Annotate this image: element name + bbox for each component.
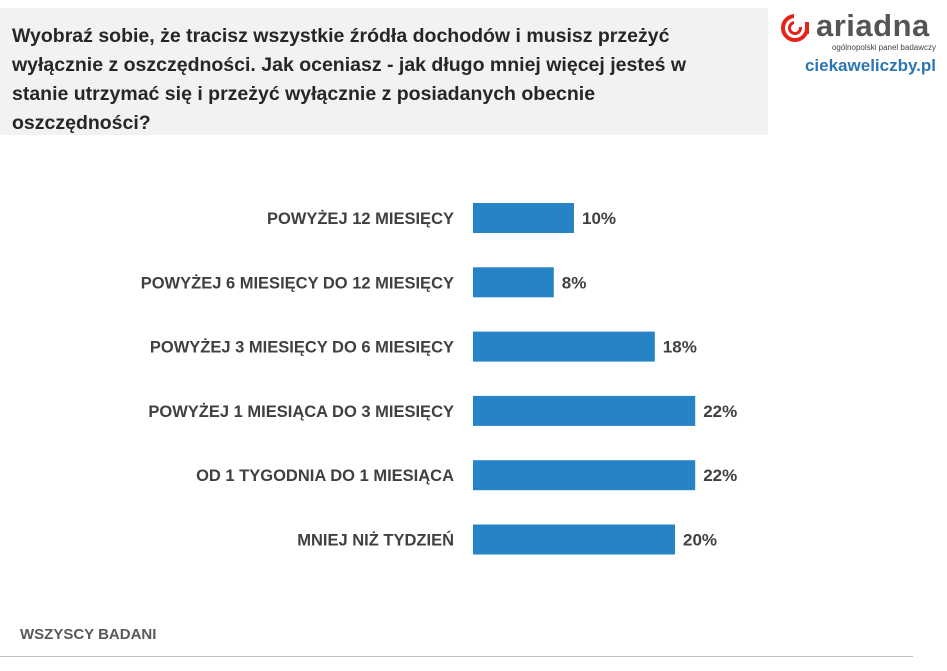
category-label: POWYŻEJ 12 MIESIĘCY <box>267 210 454 228</box>
data-label: 10% <box>582 209 616 228</box>
bar-chart: POWYŻEJ 12 MIESIĘCY 10% POWYŻEJ 6 MIESIĘCY… <box>141 203 737 555</box>
bar <box>473 203 574 233</box>
data-label: 22% <box>703 402 737 421</box>
bar <box>473 524 675 555</box>
data-label: 20% <box>683 531 717 550</box>
brand-tagline: ogólnopolski panel badawczy <box>831 43 936 52</box>
bar <box>473 331 655 362</box>
ariadna-logo-icon <box>781 13 810 42</box>
footer-divider <box>0 656 913 657</box>
data-label: 8% <box>562 273 587 292</box>
question-text: Wyobraź sobie, że tracisz wszystkie źród… <box>12 22 752 138</box>
category-label: POWYŻEJ 6 MIESIĘCY DO 12 MIESIĘCY <box>141 274 454 292</box>
data-label: 18% <box>663 338 697 357</box>
bar <box>473 460 696 491</box>
data-label: 22% <box>703 466 737 485</box>
question-line: Wyobraź sobie, że tracisz wszystkie źród… <box>12 25 670 47</box>
category-label: POWYŻEJ 3 MIESIĘCY DO 6 MIESIĘCY <box>150 339 454 357</box>
question-line: oszczędności? <box>12 112 151 134</box>
question-box: Wyobraź sobie, że tracisz wszystkie źród… <box>0 8 768 135</box>
category-label: POWYŻEJ 1 MIESIĄCA DO 3 MIESIĘCY <box>148 403 454 421</box>
brand-logo: ariadna <box>780 8 940 44</box>
question-line: wyłącznie z oszczędności. Jak oceniasz -… <box>12 54 687 76</box>
site-link[interactable]: ciekaweliczby.pl <box>804 56 936 75</box>
category-label: MNIEJ NIŻ TYDZIEŃ <box>297 531 454 550</box>
brand-name: ariadna <box>816 8 930 43</box>
question-line: stanie utrzymać się i przeżyć wyłącznie … <box>12 83 596 105</box>
footer-label: WSZYSCY BADANI <box>20 626 157 643</box>
category-label: OD 1 TYGODNIA DO 1 MIESIĄCA <box>196 467 454 485</box>
bar <box>473 395 696 426</box>
bar <box>473 267 554 298</box>
